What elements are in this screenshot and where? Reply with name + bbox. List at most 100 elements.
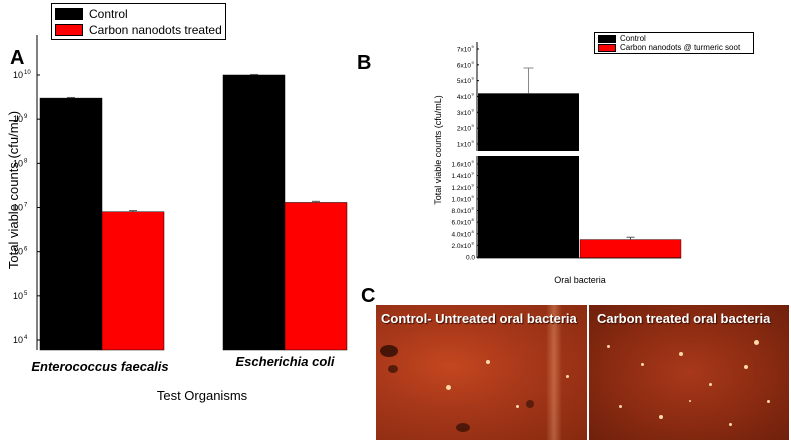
chart-a-xlabel: Test Organisms	[157, 388, 248, 403]
chart-b-ytick-exp: 8	[472, 229, 475, 234]
cell-speck	[516, 405, 519, 408]
legend-a-treated-swatch	[55, 24, 83, 36]
chart-b-ytick-exp: 9	[472, 92, 475, 97]
bar-treated-1	[284, 202, 348, 351]
chart-a-ylabel: Total viable counts (cfu/mL)	[6, 111, 21, 269]
chart-b-ytick-exp: 9	[472, 159, 475, 164]
chart-a-ytick-exp: 4	[24, 335, 28, 341]
chart-a-ytick-label: 10	[13, 291, 23, 301]
legend-a-control: Control	[55, 6, 222, 22]
legend-a: Control Carbon nanodots treated	[51, 3, 226, 40]
micrograph-control-edge	[546, 305, 562, 440]
legend-b-treated: Carbon nanodots @ turmeric soot	[598, 43, 750, 52]
bar-b-control-upper	[478, 93, 579, 151]
legend-b-treated-label: Carbon nanodots @ turmeric soot	[620, 43, 741, 52]
cell-speck	[446, 385, 451, 390]
legend-b: Control Carbon nanodots @ turmeric soot	[594, 32, 754, 54]
legend-a-treated: Carbon nanodots treated	[55, 22, 222, 38]
chart-b-ytick-label: 5x10	[457, 78, 471, 85]
bar-b-control-lower	[478, 156, 579, 258]
legend-a-treated-label: Carbon nanodots treated	[89, 23, 222, 37]
legend-b-control-swatch	[598, 34, 616, 43]
cell-speck	[729, 423, 732, 426]
chart-b-ytick-label: 2x10	[457, 126, 471, 133]
cell-speck	[744, 365, 748, 369]
dark-spot	[380, 345, 398, 357]
chart-a-ytick-exp: 6	[24, 247, 28, 253]
legend-b-treated-swatch	[598, 43, 616, 52]
chart-b-ytick-exp: 9	[472, 194, 475, 199]
chart-b-ylabel: Total viable counts (cfu/mL)	[433, 95, 443, 205]
chart-a-ytick-label: 10	[13, 247, 23, 257]
chart-b-ytick-exp: 9	[472, 139, 475, 144]
panel-label-a: A	[10, 47, 25, 69]
chart-b-ytick-label: 0.0	[466, 255, 475, 262]
chart-b-ytick-label: 1.6x10	[451, 162, 471, 169]
chart-a-ytick-exp: 8	[24, 158, 28, 164]
chart-b-ytick-exp: 8	[472, 240, 475, 245]
chart-b-ytick-label: 1.4x10	[451, 173, 471, 180]
chart-a-ytick-label: 10	[13, 70, 23, 80]
cell-speck	[709, 383, 712, 386]
panel-label-c: C	[361, 285, 376, 307]
chart-b-ytick-exp: 9	[472, 123, 475, 128]
chart-b-ytick-label: 7x10	[457, 47, 471, 54]
cell-speck	[607, 345, 610, 348]
chart-b-ytick-label: 1.2x10	[451, 185, 471, 192]
micrograph-treated: Carbon treated oral bacteria	[589, 305, 789, 440]
dark-spot	[456, 423, 470, 432]
dark-spot	[388, 365, 398, 373]
chart-b-ytick-label: 4.0x10	[451, 231, 471, 238]
cell-speck	[641, 363, 644, 366]
bar-control-0	[39, 97, 103, 351]
micrograph-control: Control- Untreated oral bacteria	[376, 305, 587, 440]
chart-a-ytick-label: 10	[13, 335, 23, 345]
legend-a-control-swatch	[55, 8, 83, 20]
cell-speck	[486, 360, 490, 364]
chart-b-ytick-label: 1.0x10	[451, 196, 471, 203]
bar-b-treated	[579, 239, 682, 259]
cell-speck	[689, 400, 691, 402]
chart-b-ytick-label: 4x10	[457, 94, 471, 101]
cell-speck	[754, 340, 759, 345]
chart-b-xlabel: Oral bacteria	[554, 275, 606, 285]
chart-a-ytick-exp: 10	[24, 70, 31, 76]
chart-b-ytick-exp: 9	[472, 76, 475, 81]
chart-b-ytick-label: 8.0x10	[451, 208, 471, 215]
chart-b-ytick-exp: 9	[472, 60, 475, 65]
cell-speck	[767, 400, 770, 403]
cell-speck	[619, 405, 622, 408]
chart-b-ytick-exp: 8	[472, 217, 475, 222]
panel-label-b: B	[357, 52, 372, 74]
cell-speck	[679, 352, 683, 356]
chart-a-category-1: Escherichia coli	[236, 354, 335, 369]
chart-a-ytick-label: 10	[13, 203, 23, 213]
cell-speck	[659, 415, 663, 419]
chart-b-ytick-label: 1x10	[457, 142, 471, 149]
chart-a-ytick-exp: 7	[24, 203, 28, 209]
chart-a-ytick-exp: 5	[24, 291, 28, 297]
bar-treated-0	[101, 211, 165, 351]
chart-b-ytick-exp: 9	[472, 171, 475, 176]
chart-b-ytick-exp: 9	[472, 182, 475, 187]
chart-a-ytick-label: 10	[13, 158, 23, 168]
legend-a-control-label: Control	[89, 7, 128, 21]
chart-a-category-0: Enterococcus faecalis	[31, 359, 168, 374]
chart-a-ytick-exp: 9	[24, 114, 28, 120]
legend-b-control-label: Control	[620, 34, 646, 43]
micrograph-control-label: Control- Untreated oral bacteria	[381, 311, 577, 326]
bar-control-1	[222, 74, 286, 351]
cell-speck	[566, 375, 569, 378]
chart-b-ytick-label: 3x10	[457, 110, 471, 117]
chart-b-ytick-label: 2.0x10	[451, 243, 471, 250]
chart-b-ytick-label: 6.0x10	[451, 220, 471, 227]
dark-spot	[526, 400, 534, 408]
chart-b-ytick-exp: 9	[472, 44, 475, 49]
chart-a-ytick-label: 10	[13, 114, 23, 124]
micrograph-treated-label: Carbon treated oral bacteria	[597, 311, 771, 326]
chart-b-ytick-exp: 9	[472, 107, 475, 112]
chart-b-ytick-label: 6x10	[457, 62, 471, 69]
chart-b-ytick-exp: 8	[472, 206, 475, 211]
